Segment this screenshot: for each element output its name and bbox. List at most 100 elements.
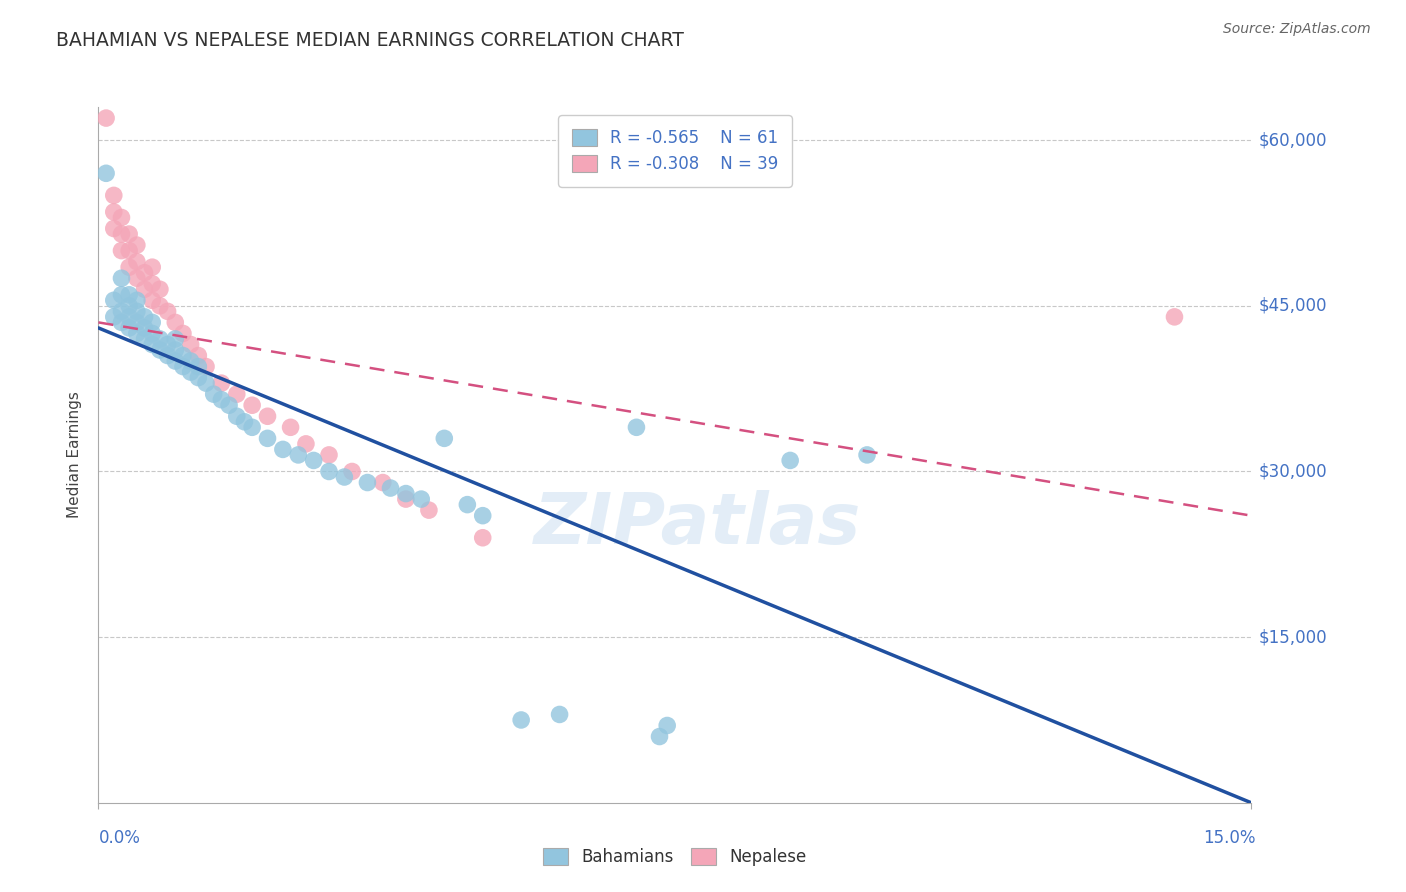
Point bbox=[418, 503, 440, 517]
Point bbox=[172, 326, 194, 341]
Point bbox=[103, 221, 125, 235]
Point bbox=[125, 326, 148, 341]
Point bbox=[225, 387, 247, 401]
Point bbox=[110, 211, 132, 225]
Point bbox=[456, 498, 478, 512]
Point bbox=[94, 166, 117, 180]
Point bbox=[240, 398, 263, 412]
Point bbox=[356, 475, 378, 490]
Point bbox=[118, 321, 141, 335]
Point bbox=[209, 392, 232, 407]
Point bbox=[856, 448, 879, 462]
Point bbox=[371, 475, 394, 490]
Point bbox=[626, 420, 648, 434]
Point bbox=[149, 343, 172, 357]
Point bbox=[648, 730, 671, 744]
Point bbox=[225, 409, 247, 424]
Point bbox=[471, 508, 494, 523]
Point bbox=[134, 310, 156, 324]
Point bbox=[118, 227, 141, 241]
Point bbox=[110, 244, 132, 258]
Point bbox=[103, 205, 125, 219]
Point bbox=[233, 415, 256, 429]
Point bbox=[165, 315, 187, 329]
Point bbox=[395, 486, 418, 500]
Point bbox=[471, 531, 494, 545]
Point bbox=[256, 409, 278, 424]
Point bbox=[165, 332, 187, 346]
Text: ZIPatlas: ZIPatlas bbox=[534, 490, 862, 559]
Text: $15,000: $15,000 bbox=[1258, 628, 1327, 646]
Text: $45,000: $45,000 bbox=[1258, 297, 1327, 315]
Point bbox=[125, 271, 148, 285]
Point bbox=[156, 349, 179, 363]
Text: $60,000: $60,000 bbox=[1258, 131, 1327, 149]
Point bbox=[411, 492, 433, 507]
Point bbox=[141, 277, 163, 291]
Point bbox=[110, 227, 132, 241]
Point bbox=[657, 718, 679, 732]
Point bbox=[180, 365, 202, 379]
Text: 15.0%: 15.0% bbox=[1204, 829, 1256, 847]
Point bbox=[149, 332, 172, 346]
Point bbox=[256, 431, 278, 445]
Point bbox=[103, 293, 125, 308]
Point bbox=[218, 398, 240, 412]
Text: Source: ZipAtlas.com: Source: ZipAtlas.com bbox=[1223, 22, 1371, 37]
Point bbox=[187, 359, 209, 374]
Point bbox=[118, 310, 141, 324]
Point bbox=[240, 420, 263, 434]
Point bbox=[118, 260, 141, 275]
Point bbox=[156, 337, 179, 351]
Point bbox=[125, 254, 148, 268]
Point bbox=[134, 321, 156, 335]
Point bbox=[118, 244, 141, 258]
Point bbox=[118, 287, 141, 301]
Point bbox=[318, 465, 340, 479]
Point bbox=[125, 238, 148, 252]
Point bbox=[318, 448, 340, 462]
Point bbox=[141, 326, 163, 341]
Point bbox=[134, 332, 156, 346]
Point bbox=[141, 337, 163, 351]
Point bbox=[110, 287, 132, 301]
Point bbox=[302, 453, 325, 467]
Point bbox=[195, 359, 218, 374]
Point bbox=[510, 713, 533, 727]
Point bbox=[165, 343, 187, 357]
Point bbox=[548, 707, 571, 722]
Legend: R = -0.565    N = 61, R = -0.308    N = 39: R = -0.565 N = 61, R = -0.308 N = 39 bbox=[558, 115, 792, 186]
Point bbox=[156, 304, 179, 318]
Point bbox=[134, 282, 156, 296]
Point bbox=[180, 337, 202, 351]
Point bbox=[141, 315, 163, 329]
Point bbox=[103, 188, 125, 202]
Point bbox=[333, 470, 356, 484]
Point bbox=[1163, 310, 1185, 324]
Point bbox=[125, 293, 148, 308]
Point bbox=[103, 310, 125, 324]
Point bbox=[209, 376, 232, 391]
Y-axis label: Median Earnings: Median Earnings bbox=[67, 392, 83, 518]
Point bbox=[134, 266, 156, 280]
Text: 0.0%: 0.0% bbox=[98, 829, 141, 847]
Point bbox=[141, 260, 163, 275]
Point bbox=[180, 354, 202, 368]
Point bbox=[110, 304, 132, 318]
Point bbox=[94, 111, 117, 125]
Point bbox=[433, 431, 456, 445]
Point bbox=[165, 354, 187, 368]
Point bbox=[110, 271, 132, 285]
Point bbox=[110, 315, 132, 329]
Text: $30,000: $30,000 bbox=[1258, 462, 1327, 481]
Point bbox=[271, 442, 294, 457]
Point bbox=[172, 349, 194, 363]
Point bbox=[187, 370, 209, 384]
Point bbox=[395, 492, 418, 507]
Point bbox=[187, 349, 209, 363]
Point bbox=[125, 304, 148, 318]
Point bbox=[295, 437, 318, 451]
Point bbox=[149, 282, 172, 296]
Point bbox=[149, 299, 172, 313]
Point bbox=[287, 448, 309, 462]
